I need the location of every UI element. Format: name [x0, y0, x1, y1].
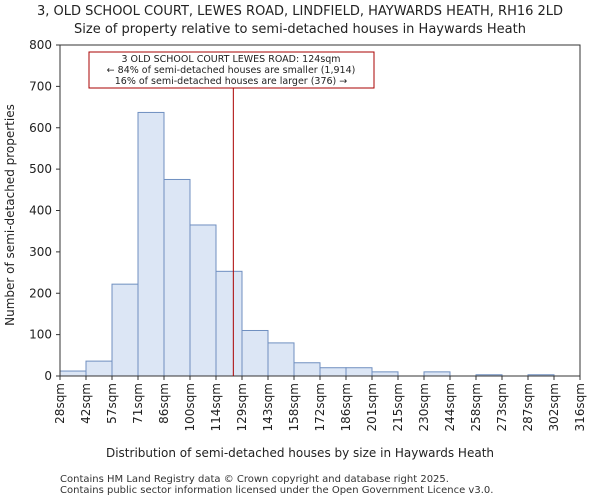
x-tick-label: 28sqm [53, 383, 67, 424]
annotation-line-2: ← 84% of semi-detached houses are smalle… [107, 65, 356, 76]
histogram-bar [215, 270, 243, 377]
annotation-line-1: 3 OLD SCHOOL COURT LEWES ROAD: 124sqm [121, 54, 340, 65]
x-tick-label: 42sqm [79, 383, 93, 424]
y-tick-label: 500 [29, 162, 52, 176]
histogram-bar [111, 283, 139, 377]
histogram-bar [371, 371, 399, 377]
x-tick-label: 114sqm [209, 383, 223, 431]
annotation-border [88, 51, 375, 89]
y-tick-label: 700 [29, 79, 52, 93]
x-tick-label: 273sqm [495, 383, 509, 431]
x-tick-label: 57sqm [105, 383, 119, 424]
y-axis: 0 100 200 300 400 500 600 700 800 [29, 38, 60, 383]
histogram-bar [345, 367, 373, 377]
histogram-bar [163, 178, 191, 377]
y-axis-label: Number of semi-detached properties [3, 104, 17, 326]
footer-line-1: Contains HM Land Registry data © Crown c… [60, 474, 449, 485]
histogram-bar [85, 360, 113, 377]
x-tick-label: 215sqm [391, 383, 405, 431]
histogram-bar [319, 367, 347, 377]
x-tick-label: 230sqm [417, 383, 431, 431]
x-tick-label: 158sqm [287, 383, 301, 431]
x-tick-label: 244sqm [443, 383, 457, 431]
histogram-bar [423, 371, 451, 377]
y-tick-label: 400 [29, 204, 52, 218]
x-tick-label: 316sqm [573, 383, 587, 431]
x-axis: 28sqm 42sqm 57sqm 71sqm 86sqm 100sqm 114sqm 129… [53, 376, 587, 431]
y-tick-label: 300 [29, 245, 52, 259]
histogram-bar [241, 329, 269, 377]
x-tick-label: 86sqm [157, 383, 171, 424]
x-tick-label: 186sqm [339, 383, 353, 431]
x-axis-label: Distribution of semi-detached houses by … [106, 446, 494, 460]
x-tick-label: 100sqm [183, 383, 197, 431]
annotation-box: 3 OLD SCHOOL COURT LEWES ROAD: 124sqm ← … [88, 51, 375, 89]
y-tick-label: 0 [44, 369, 52, 383]
histogram-bar [59, 370, 87, 377]
y-tick-label: 200 [29, 286, 52, 300]
x-tick-label: 201sqm [365, 383, 379, 431]
x-tick-label: 172sqm [313, 383, 327, 431]
histogram-bar [189, 224, 217, 377]
x-tick-label: 143sqm [261, 383, 275, 431]
y-tick-label: 100 [29, 328, 52, 342]
x-tick-label: 258sqm [469, 383, 483, 431]
annotation-line-3: 16% of semi-detached houses are larger (… [115, 76, 348, 87]
plot-frame [59, 44, 581, 377]
x-tick-label: 71sqm [131, 383, 145, 424]
histogram-bar [137, 111, 165, 377]
chart-subtitle: Size of property relative to semi-detach… [74, 22, 526, 37]
histogram-bar [267, 342, 295, 377]
y-tick-label: 800 [29, 38, 52, 52]
footer-line-2: Contains public sector information licen… [60, 485, 494, 496]
x-tick-label: 129sqm [235, 383, 249, 431]
x-tick-label: 302sqm [547, 383, 561, 431]
bars-group [59, 111, 555, 377]
chart-title: 3, OLD SCHOOL COURT, LEWES ROAD, LINDFIE… [36, 4, 564, 19]
y-tick-label: 600 [29, 121, 52, 135]
histogram-bar [293, 362, 321, 377]
x-tick-label: 287sqm [521, 383, 535, 431]
